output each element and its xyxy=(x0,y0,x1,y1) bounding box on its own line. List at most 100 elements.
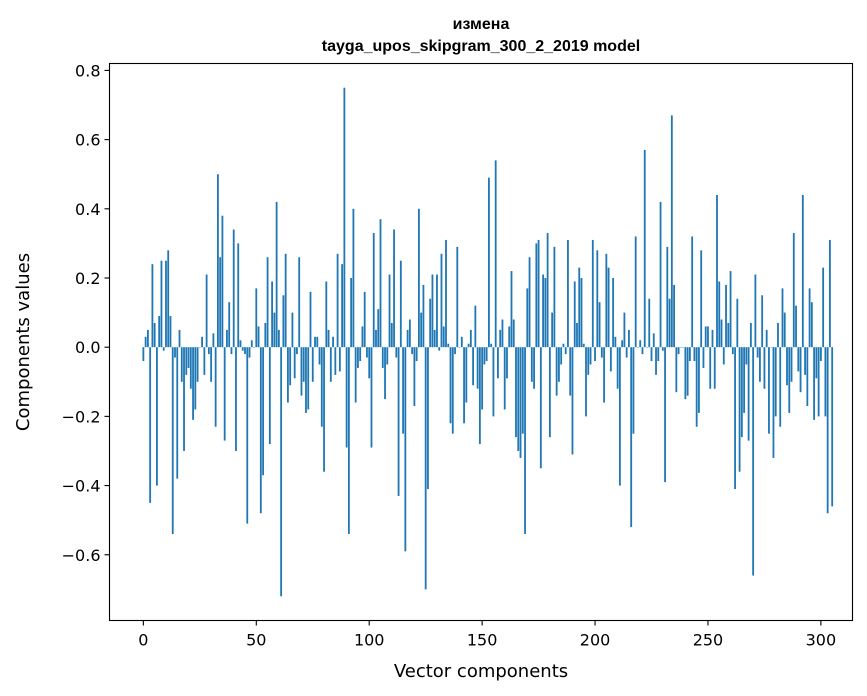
bar xyxy=(307,347,310,410)
bar xyxy=(178,329,181,348)
bar xyxy=(442,326,445,348)
bar xyxy=(153,322,156,348)
bar xyxy=(628,329,630,348)
bar xyxy=(472,347,474,386)
bar xyxy=(722,347,725,365)
bar xyxy=(537,239,540,348)
bar xyxy=(562,343,565,348)
bar xyxy=(463,347,465,424)
bar xyxy=(704,326,707,348)
bar xyxy=(142,347,145,362)
bar xyxy=(336,253,339,348)
bar xyxy=(167,250,170,348)
bar xyxy=(564,347,567,355)
bar xyxy=(386,347,389,365)
y-axis-label: Components values xyxy=(13,253,34,431)
bar xyxy=(320,347,323,427)
bar xyxy=(779,347,782,427)
bar xyxy=(417,208,420,348)
bar xyxy=(754,274,757,348)
x-tick-label: 300 xyxy=(806,631,837,650)
chart-title: измена xyxy=(453,16,510,33)
bar xyxy=(630,347,633,528)
x-tick-label: 50 xyxy=(246,631,266,650)
bar xyxy=(759,347,761,382)
bar xyxy=(727,322,730,348)
bar xyxy=(675,347,678,393)
bar xyxy=(316,336,319,348)
bar xyxy=(688,347,691,362)
bar xyxy=(169,316,172,348)
bar xyxy=(582,343,585,348)
bar xyxy=(605,253,608,348)
bar xyxy=(456,246,459,348)
bar xyxy=(774,347,777,417)
bar xyxy=(325,281,328,348)
bar xyxy=(808,288,811,348)
bar xyxy=(625,347,628,358)
bar xyxy=(521,347,524,434)
y-tick-label: 0.8 xyxy=(75,61,100,80)
bar xyxy=(302,347,305,382)
bar xyxy=(262,347,264,476)
bar xyxy=(819,347,822,362)
bar xyxy=(404,347,407,552)
bar xyxy=(623,312,626,348)
bar xyxy=(558,347,560,382)
bar xyxy=(591,239,594,348)
bar xyxy=(747,347,750,441)
bar xyxy=(449,347,452,424)
bar xyxy=(804,347,806,375)
bar xyxy=(433,329,436,348)
bar xyxy=(517,347,520,451)
bar xyxy=(788,347,791,413)
bar xyxy=(305,347,307,413)
bar xyxy=(201,336,203,348)
bar xyxy=(519,347,522,458)
bar xyxy=(413,347,416,406)
bar xyxy=(291,312,294,348)
bar xyxy=(363,291,366,348)
bar xyxy=(528,257,531,348)
bar xyxy=(609,347,612,372)
bar xyxy=(203,347,206,375)
bar xyxy=(815,347,818,379)
bar xyxy=(641,347,644,355)
bar xyxy=(799,347,802,393)
y-tick-label: 0.4 xyxy=(75,200,100,219)
bar xyxy=(151,264,154,348)
bar xyxy=(576,322,578,348)
bar xyxy=(553,246,556,348)
bar xyxy=(734,347,736,490)
bar xyxy=(659,201,662,348)
bar xyxy=(483,347,486,365)
bar xyxy=(783,312,786,348)
bar xyxy=(795,305,797,348)
bar xyxy=(420,312,423,348)
bar xyxy=(395,347,398,358)
bar xyxy=(194,347,197,410)
bar xyxy=(275,201,278,348)
bar xyxy=(293,347,296,379)
bar xyxy=(508,326,511,348)
bar xyxy=(729,271,732,348)
bar xyxy=(673,284,675,348)
bar xyxy=(702,347,705,368)
bar xyxy=(684,347,687,400)
bar xyxy=(650,347,653,362)
bar xyxy=(343,87,346,348)
bar xyxy=(777,322,779,348)
bar xyxy=(596,250,599,348)
bar xyxy=(327,329,330,348)
bar xyxy=(287,347,289,403)
bar xyxy=(226,329,228,348)
bar xyxy=(427,347,429,490)
bar xyxy=(530,347,533,382)
y-tick-label: 0.0 xyxy=(75,338,100,357)
bar xyxy=(544,278,547,348)
bar xyxy=(460,336,463,348)
bar xyxy=(354,347,357,403)
bar xyxy=(144,336,147,348)
bar xyxy=(467,343,470,348)
bar xyxy=(752,347,755,576)
